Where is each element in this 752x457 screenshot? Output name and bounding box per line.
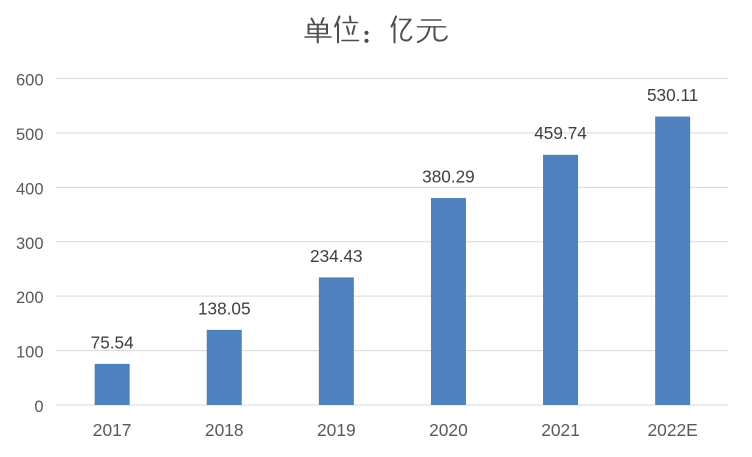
svg-text:380.29: 380.29 xyxy=(422,166,475,186)
svg-text:75.54: 75.54 xyxy=(91,332,134,352)
svg-text:530.11: 530.11 xyxy=(647,85,698,105)
svg-text:138.05: 138.05 xyxy=(198,298,251,318)
svg-text:2017: 2017 xyxy=(93,420,132,440)
svg-text:2018: 2018 xyxy=(205,420,244,440)
svg-text:234.43: 234.43 xyxy=(310,246,363,266)
svg-text:459.74: 459.74 xyxy=(534,123,587,143)
svg-text:100: 100 xyxy=(16,344,44,362)
svg-text:400: 400 xyxy=(16,180,44,198)
svg-text:2020: 2020 xyxy=(429,420,468,440)
svg-text:200: 200 xyxy=(16,289,44,307)
svg-text:0: 0 xyxy=(34,398,43,416)
svg-text:500: 500 xyxy=(16,126,44,144)
svg-text:2022E: 2022E xyxy=(648,420,698,440)
svg-text:600: 600 xyxy=(16,72,44,90)
svg-text:300: 300 xyxy=(16,235,44,253)
svg-text:2019: 2019 xyxy=(317,420,356,440)
svg-text:2021: 2021 xyxy=(541,420,580,440)
